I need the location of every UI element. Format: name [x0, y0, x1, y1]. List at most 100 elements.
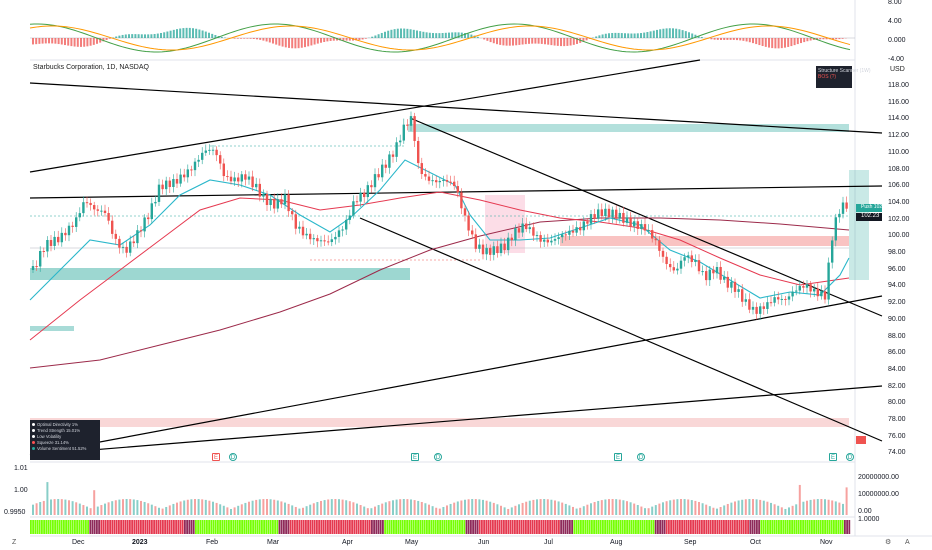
sentiment-strip-bar [509, 520, 512, 534]
gear-icon[interactable]: ⚙ [885, 539, 892, 546]
sentiment-strip-bar [364, 520, 367, 534]
sentiment-strip-bar [267, 520, 270, 534]
candle-body [647, 230, 650, 232]
macd-histogram-bar [160, 32, 162, 38]
volume-bar [489, 501, 492, 515]
time-axis-label: Apr [342, 539, 353, 546]
macd-histogram-bar [723, 38, 726, 40]
sentiment-strip-bar [793, 520, 796, 534]
price-axis-label: 86.00 [888, 349, 906, 357]
time-axis-label: Dec [72, 539, 85, 546]
dividend-marker[interactable]: D [229, 453, 237, 461]
volume-bar [86, 506, 88, 515]
candle-body [582, 221, 585, 231]
volume-bar [176, 502, 178, 515]
volume-bar [654, 505, 657, 515]
sentiment-strip-bar [507, 520, 510, 534]
sentiment-strip-bar [113, 520, 116, 534]
macd-histogram-bar [67, 38, 70, 46]
volume-bar [230, 508, 232, 515]
ema-long-line [29, 217, 850, 369]
macd-histogram-bar [44, 38, 47, 44]
volume-bar [518, 504, 520, 515]
candle-body [345, 219, 348, 230]
volume-bar [845, 487, 848, 515]
earnings-marker[interactable]: E [829, 453, 837, 461]
volume-bar [784, 508, 787, 515]
macd-histogram-bar [54, 38, 57, 44]
macd-histogram-bar [819, 38, 822, 40]
sentiment-strip-bar [773, 520, 776, 534]
candle-body [85, 202, 89, 204]
volume-bar [597, 500, 600, 515]
sentiment-strip-bar [830, 520, 833, 534]
sentiment-strip-bar [778, 520, 780, 534]
sentiment-strip-bar [80, 520, 83, 534]
sentiment-strip-bar [844, 520, 846, 534]
time-axis-label: Jun [478, 539, 490, 546]
macd-histogram-bar [323, 38, 326, 42]
macd-histogram-bar [502, 38, 505, 46]
dividend-marker[interactable]: D [637, 453, 645, 461]
sentiment-strip-bar [415, 520, 417, 534]
macd-histogram-bar [428, 32, 431, 38]
volume-bar [366, 508, 369, 515]
macd-histogram-bar [38, 38, 41, 44]
macd-histogram-bar [438, 33, 441, 38]
sentiment-strip-bar [527, 520, 529, 534]
macd-histogram-bar [793, 38, 796, 46]
sentiment-strip-bar [335, 520, 338, 534]
earnings-marker[interactable]: E [411, 453, 419, 461]
volume-bar [356, 503, 358, 515]
sentiment-strip-bar [276, 520, 279, 534]
candle-body [751, 306, 755, 310]
time-axis-label: Feb [206, 539, 219, 546]
sentiment-strip-bar [379, 520, 382, 534]
macd-histogram-bar [99, 38, 102, 43]
volume-bar [813, 499, 816, 515]
macd-histogram-bar [76, 38, 79, 47]
candle-body [413, 116, 416, 141]
macd-histogram-bar [684, 31, 687, 38]
sentiment-strip-bar [261, 520, 263, 534]
sentiment-strip-bar [36, 520, 39, 534]
macd-histogram-bar [649, 31, 652, 38]
macd-histogram-bar [486, 38, 489, 41]
auto-scale-button[interactable]: A [905, 539, 910, 546]
sentiment-strip-bar [357, 520, 360, 534]
sentiment-strip-bar [118, 520, 120, 534]
earnings-marker[interactable]: E [614, 453, 622, 461]
candle-body [42, 251, 45, 253]
volume-bar [485, 500, 488, 515]
candle-body [507, 237, 510, 251]
macd-histogram-bar [780, 38, 783, 49]
sentiment-strip-bar [54, 520, 56, 534]
macd-histogram-bar [809, 38, 812, 41]
candle-body [708, 269, 711, 281]
sentiment-strip-bar [52, 520, 54, 534]
sentiment-strip-bar [41, 520, 43, 534]
currency-label[interactable]: USD [890, 66, 905, 73]
sentiment-strip-bar [386, 520, 389, 534]
macd-histogram-bar [204, 31, 207, 38]
zoom-icon[interactable]: Z [12, 539, 17, 546]
dividend-marker[interactable]: D [846, 453, 854, 461]
candle-body [190, 169, 193, 171]
volume-bar [122, 499, 124, 515]
macd-histogram-bar [211, 33, 214, 38]
earnings-marker[interactable]: E [212, 453, 220, 461]
candle-body [316, 238, 319, 242]
dividend-marker[interactable]: D [434, 453, 442, 461]
volume-bar [615, 499, 618, 515]
sentiment-strip-bar [586, 520, 589, 534]
sentiment-strip-bar [461, 520, 463, 534]
sentiment-strip-bar [784, 520, 787, 534]
sentiment-strip-bar [432, 520, 435, 534]
candle-body [93, 205, 96, 210]
macd-histogram-bar [384, 31, 386, 38]
volume-bar [658, 503, 661, 515]
candle-body [402, 124, 405, 141]
sentiment-strip-bar [63, 520, 65, 534]
sentiment-strip-bar [298, 520, 301, 534]
